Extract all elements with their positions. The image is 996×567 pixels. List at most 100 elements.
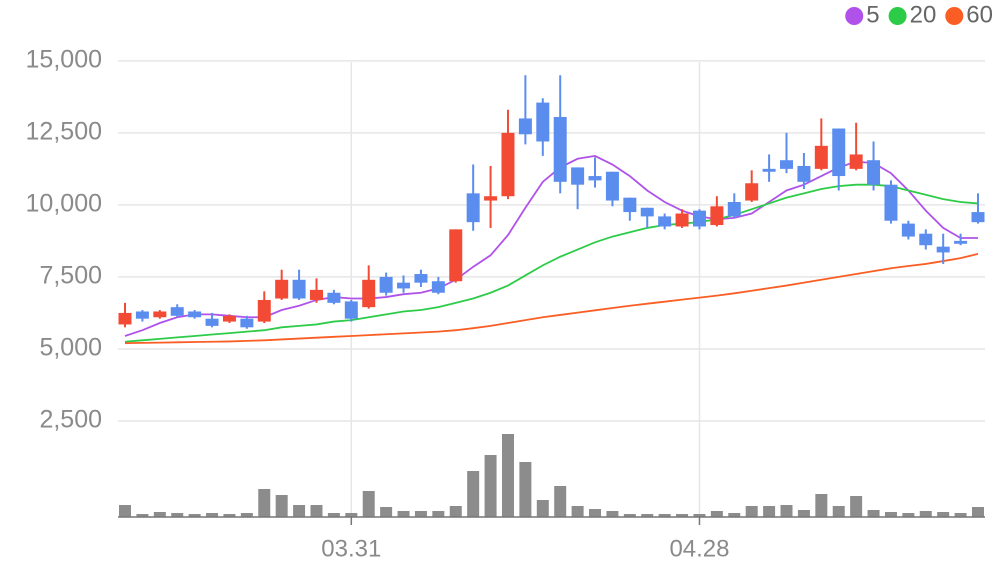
candle-body: [431, 281, 445, 293]
volume-bar: [763, 506, 776, 517]
volume-bar: [676, 514, 689, 517]
volume-bar: [136, 514, 149, 517]
candle-body: [518, 118, 532, 135]
candle-body: [901, 223, 915, 237]
volume-bar: [832, 506, 845, 517]
volume-bar: [972, 507, 984, 517]
candle-body: [397, 282, 411, 289]
candle-body: [762, 168, 776, 172]
volume-bar: [954, 513, 967, 517]
candle-body: [222, 315, 236, 322]
volume-bar: [153, 512, 166, 517]
volume-bar: [710, 511, 723, 517]
candle-body: [832, 128, 846, 177]
candle-body: [414, 274, 428, 283]
y-tick-label: 12,500: [26, 117, 102, 145]
volume-bar: [240, 513, 253, 517]
volume-bar: [397, 511, 410, 517]
volume-bar: [310, 505, 323, 517]
candle-body: [501, 132, 515, 197]
volume-bar: [919, 511, 932, 517]
volume-bar: [188, 514, 201, 517]
candle-body: [954, 240, 968, 244]
candle-body: [745, 183, 759, 201]
candle-body: [536, 102, 550, 142]
legend-marker: [845, 7, 864, 25]
candle-body: [309, 289, 323, 300]
candle-body: [710, 206, 724, 226]
volume-bar: [345, 513, 358, 517]
legend-label: 20: [910, 1, 937, 28]
y-tick-label: 2,500: [39, 406, 102, 434]
volume-bar: [380, 507, 393, 517]
volume-bar: [937, 512, 950, 517]
volume-bar: [780, 505, 793, 517]
candle-body: [623, 197, 637, 213]
candle-body: [849, 154, 863, 169]
candle-body: [553, 116, 567, 182]
volume-bar: [501, 434, 514, 517]
candle-body: [135, 311, 149, 319]
volume-bar: [536, 500, 549, 517]
candle-body: [344, 301, 358, 319]
volume-bar: [867, 510, 880, 517]
volume-bar: [449, 506, 462, 517]
candle-body: [205, 318, 219, 326]
candle-body: [919, 233, 933, 246]
y-tick-label: 5,000: [39, 334, 102, 362]
volume-bar: [223, 514, 236, 517]
legend-label: 60: [966, 1, 993, 28]
candle-body: [640, 207, 654, 217]
candle-body: [605, 171, 619, 201]
candle-body: [797, 165, 811, 182]
volume-bar: [623, 514, 636, 517]
volume-bar: [902, 513, 915, 517]
volume-bar: [884, 512, 897, 517]
volume-bar: [815, 494, 828, 517]
candle-body: [867, 160, 881, 185]
candle-body: [188, 311, 202, 318]
volume-bar: [728, 513, 741, 517]
volume-bar: [519, 462, 532, 517]
volume-bar: [362, 491, 375, 517]
volume-bar: [589, 509, 602, 517]
y-tick-label: 7,500: [39, 262, 102, 290]
candle-body: [484, 196, 498, 201]
volume-bar: [206, 513, 219, 517]
candle-body: [936, 246, 950, 253]
volume-bar: [171, 513, 184, 517]
volume-bar: [432, 511, 445, 517]
candle-body: [971, 212, 985, 223]
volume-bar: [693, 514, 706, 517]
candle-body: [727, 201, 741, 217]
legend-marker: [888, 7, 907, 25]
candle-body: [588, 176, 602, 181]
candle-body: [692, 210, 706, 227]
candle-body: [466, 193, 480, 223]
candle-body: [379, 276, 393, 293]
ma-line: [124, 183, 979, 343]
volume-bar: [658, 514, 671, 517]
legend-label: 5: [866, 1, 879, 28]
x-tick-label: 03.31: [321, 535, 381, 562]
candle-body: [240, 318, 254, 328]
volume-bar: [414, 511, 427, 517]
volume-bar: [554, 486, 567, 517]
ma-line: [124, 154, 978, 337]
candle-body: [675, 213, 689, 227]
volume-bar: [571, 506, 584, 517]
candle-body: [449, 229, 463, 282]
candle-body: [257, 299, 271, 322]
volume-bar: [327, 513, 340, 517]
volume-bar: [467, 471, 480, 517]
candle-body: [327, 292, 341, 303]
volume-bar: [797, 510, 810, 517]
y-tick-label: 15,000: [26, 45, 102, 73]
candle-body: [884, 184, 898, 221]
volume-bar: [606, 511, 619, 517]
candle-body: [275, 279, 289, 299]
candle-body: [780, 160, 794, 169]
candle-body: [170, 307, 184, 316]
